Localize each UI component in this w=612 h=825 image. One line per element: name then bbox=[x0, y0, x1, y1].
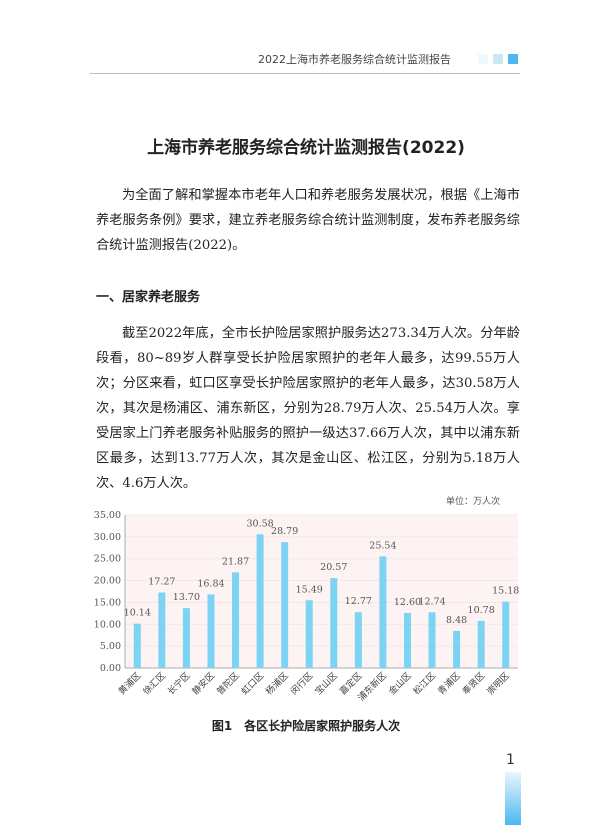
bar bbox=[428, 612, 436, 668]
chart-unit-label: 单位：万人次 bbox=[446, 497, 501, 507]
x-tick-label: 长宁区 bbox=[165, 670, 193, 698]
data-label: 25.54 bbox=[369, 540, 396, 551]
data-label: 17.27 bbox=[148, 577, 175, 588]
data-label: 20.57 bbox=[320, 562, 347, 573]
data-label: 10.78 bbox=[468, 605, 495, 616]
header-decoration-square bbox=[493, 54, 503, 64]
x-tick-label: 松江区 bbox=[411, 670, 439, 698]
data-label: 10.14 bbox=[124, 608, 151, 619]
page-number-decoration bbox=[505, 772, 521, 825]
data-label: 12.77 bbox=[345, 596, 372, 607]
bar bbox=[354, 612, 362, 668]
bar bbox=[133, 623, 141, 668]
bar bbox=[158, 592, 166, 668]
x-tick-label: 闵行区 bbox=[288, 670, 316, 698]
bar bbox=[207, 594, 215, 668]
data-label: 12.60 bbox=[394, 597, 421, 608]
x-tick-label: 普陀区 bbox=[214, 670, 242, 698]
section-paragraph: 截至2022年底，全市长护险居家照护服务达273.34万人次。分年龄段看，80~… bbox=[96, 326, 520, 491]
header-rule bbox=[90, 73, 520, 74]
bar bbox=[379, 556, 387, 668]
bar bbox=[403, 612, 411, 668]
section-heading: 一、居家养老服务 bbox=[96, 290, 201, 305]
y-tick-label: 15.00 bbox=[94, 597, 121, 608]
data-label: 21.87 bbox=[222, 556, 249, 567]
data-label: 8.48 bbox=[446, 615, 467, 626]
x-tick-label: 青浦区 bbox=[435, 670, 463, 698]
bar bbox=[330, 578, 338, 668]
y-tick-label: 25.00 bbox=[94, 554, 121, 565]
data-label: 30.58 bbox=[246, 518, 273, 529]
plot-area bbox=[125, 515, 518, 668]
header-decoration-square bbox=[478, 54, 488, 64]
bar bbox=[453, 630, 461, 668]
bar bbox=[477, 620, 485, 668]
bar bbox=[305, 600, 313, 668]
running-header: 2022上海市养老服务综合统计监测报告 bbox=[258, 53, 451, 66]
bar bbox=[281, 542, 289, 668]
bar bbox=[182, 608, 190, 668]
page-number: 1 bbox=[506, 752, 515, 768]
bar-chart: 0.00 5.00 10.00 15.00 20.00 25.00 30.00 35.00 10… bbox=[94, 510, 520, 704]
bar bbox=[502, 601, 510, 668]
y-tick-label: 10.00 bbox=[94, 619, 121, 630]
x-tick-label: 徐汇区 bbox=[140, 670, 168, 698]
x-tick-label: 宝山区 bbox=[312, 670, 340, 698]
data-label: 28.79 bbox=[271, 526, 298, 537]
data-label: 16.84 bbox=[197, 578, 224, 589]
y-tick-label: 20.00 bbox=[94, 576, 121, 587]
data-label: 15.49 bbox=[296, 584, 323, 595]
bar bbox=[256, 534, 264, 668]
y-tick-label: 35.00 bbox=[94, 510, 121, 521]
data-label: 13.70 bbox=[173, 592, 200, 603]
bar bbox=[232, 572, 240, 668]
x-tick-label: 杨浦区 bbox=[263, 670, 291, 698]
y-tick-label: 30.00 bbox=[94, 532, 121, 543]
header-decoration-square bbox=[508, 54, 518, 64]
page-title: 上海市养老服务综合统计监测报告(2022) bbox=[147, 138, 465, 158]
intro-paragraph: 为全面了解和掌握本市老年人口和养老服务发展状况，根据《上海市养老服务条例》要求，… bbox=[96, 188, 520, 253]
x-tick-label: 奉贤区 bbox=[460, 670, 488, 698]
data-label: 15.18 bbox=[492, 586, 519, 597]
figure-caption: 图1 各区长护险居家照护服务人次 bbox=[211, 719, 401, 733]
x-tick-label: 崇明区 bbox=[485, 670, 512, 697]
x-tick-label: 静安区 bbox=[190, 670, 218, 698]
data-label: 12.74 bbox=[418, 596, 445, 607]
x-tick-label: 金山区 bbox=[386, 670, 414, 698]
y-tick-label: 5.00 bbox=[100, 641, 121, 652]
x-tick-label: 虹口区 bbox=[239, 670, 266, 697]
y-tick-label: 0.00 bbox=[100, 663, 121, 674]
